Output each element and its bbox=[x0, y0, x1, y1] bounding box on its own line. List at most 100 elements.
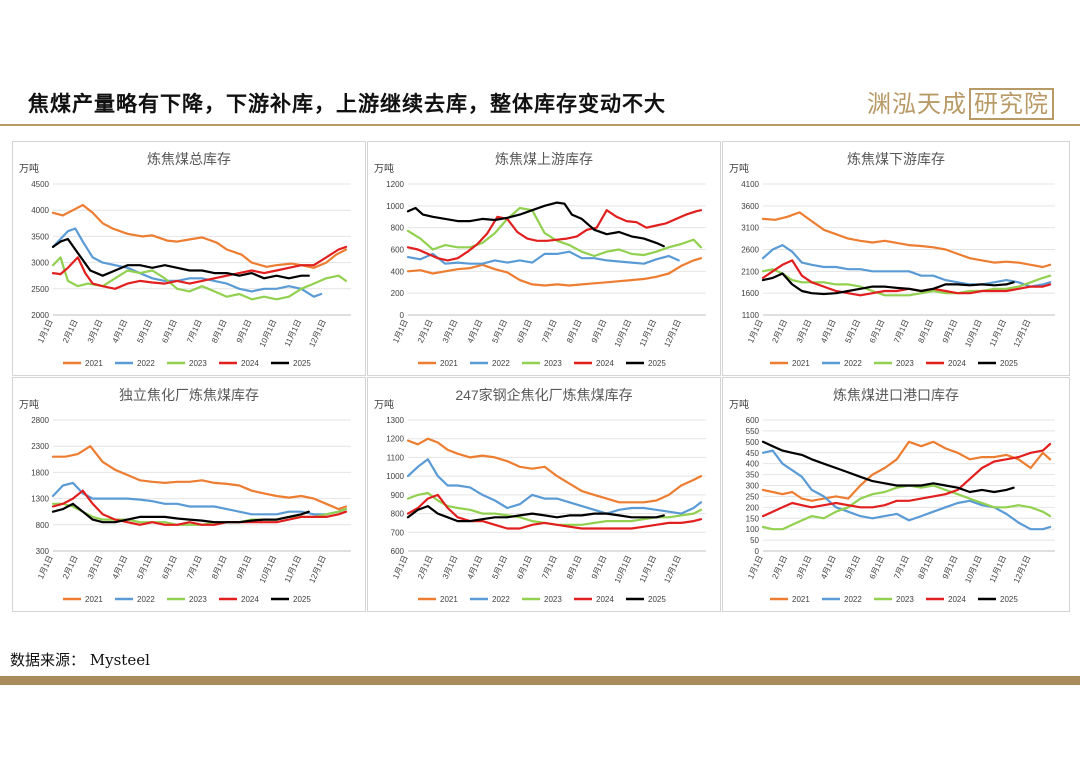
legend-label: 2023 bbox=[896, 595, 914, 604]
x-tick-label: 10月1日 bbox=[613, 318, 634, 348]
y-tick-label: 300 bbox=[746, 482, 760, 491]
y-tick-label: 550 bbox=[746, 427, 760, 436]
x-tick-label: 3月1日 bbox=[86, 318, 105, 344]
x-tick-label: 11月1日 bbox=[638, 318, 658, 348]
legend-label: 2021 bbox=[85, 359, 103, 368]
y-axis-unit: 万吨 bbox=[729, 162, 749, 175]
x-tick-label: 4月1日 bbox=[111, 554, 130, 580]
y-tick-label: 250 bbox=[746, 492, 760, 501]
series-line-2022 bbox=[761, 449, 1052, 531]
x-tick-label: 7月1日 bbox=[892, 318, 911, 344]
series-line-2025 bbox=[761, 272, 1015, 296]
x-tick-label: 9月1日 bbox=[235, 318, 254, 344]
legend-label: 2025 bbox=[293, 359, 311, 368]
y-tick-label: 1100 bbox=[387, 453, 405, 462]
x-tick-label: 9月1日 bbox=[590, 318, 609, 344]
x-tick-label: 10月1日 bbox=[963, 554, 984, 584]
chart-panel-5: 247家钢企焦化厂炼焦煤库存 万吨 600 700 800 900 1000 1100 1200… bbox=[367, 377, 721, 612]
series-line-2025 bbox=[406, 201, 665, 248]
legend-label: 2022 bbox=[137, 359, 155, 368]
x-tick-label: 5月1日 bbox=[490, 318, 509, 344]
y-tick-label: 4500 bbox=[31, 180, 49, 189]
legend-label: 2025 bbox=[1000, 595, 1018, 604]
x-tick-label: 12月1日 bbox=[1012, 318, 1033, 348]
y-axis-unit: 万吨 bbox=[19, 398, 39, 411]
x-tick-label: 5月1日 bbox=[843, 554, 862, 580]
chart-panel-2: 炼焦煤上游库存 万吨 0 200 400 600 800 1000 1200 1月1日 2月1日 3月… bbox=[367, 141, 721, 376]
y-tick-label: 400 bbox=[746, 460, 760, 469]
y-tick-label: 400 bbox=[391, 267, 405, 276]
x-tick-label: 5月1日 bbox=[490, 554, 509, 580]
legend-label: 2021 bbox=[792, 359, 810, 368]
y-tick-label: 450 bbox=[746, 449, 760, 458]
legend-label: 2021 bbox=[440, 359, 458, 368]
series-line-2023 bbox=[761, 484, 1052, 531]
y-tick-label: 0 bbox=[755, 547, 760, 556]
x-tick-label: 11月1日 bbox=[638, 554, 658, 584]
legend-label: 2024 bbox=[948, 359, 966, 368]
x-tick-label: 2月1日 bbox=[61, 318, 80, 344]
y-tick-label: 4100 bbox=[741, 180, 759, 189]
x-tick-label: 1月1日 bbox=[391, 554, 410, 580]
x-tick-label: 12月1日 bbox=[662, 554, 683, 584]
series-line-2024 bbox=[406, 493, 703, 530]
x-tick-label: 3月1日 bbox=[441, 318, 460, 344]
x-tick-label: 2月1日 bbox=[770, 554, 789, 580]
y-tick-label: 1300 bbox=[31, 495, 49, 504]
x-tick-label: 3月1日 bbox=[795, 554, 814, 580]
legend-label: 2024 bbox=[241, 359, 259, 368]
x-tick-label: 4月1日 bbox=[466, 318, 485, 344]
chart-title: 独立焦化厂炼焦煤库存 bbox=[119, 387, 259, 403]
chart-panel-1: 炼焦煤总库存 万吨 2000 2500 3000 3500 4000 4500 1月1日 2月1日… bbox=[12, 141, 366, 376]
series-line-2024 bbox=[761, 442, 1052, 518]
series-line-2025 bbox=[761, 440, 1015, 494]
page-title: 焦煤产量略有下降，下游补库，上游继续去库，整体库存变动不大 bbox=[28, 91, 666, 116]
y-tick-label: 200 bbox=[391, 289, 405, 298]
series-line-2021 bbox=[51, 445, 348, 511]
y-tick-label: 0 bbox=[400, 311, 405, 320]
series-line-2021 bbox=[406, 257, 703, 287]
y-tick-label: 2000 bbox=[31, 311, 49, 320]
x-tick-label: 7月1日 bbox=[540, 318, 559, 344]
y-tick-label: 3000 bbox=[31, 259, 49, 268]
x-tick-label: 11月1日 bbox=[283, 318, 303, 348]
y-tick-label: 800 bbox=[391, 224, 405, 233]
series-line-2023 bbox=[761, 268, 1052, 297]
legend-label: 2024 bbox=[948, 595, 966, 604]
chart-title: 炼焦煤下游库存 bbox=[847, 151, 945, 167]
x-tick-label: 1月1日 bbox=[36, 318, 55, 344]
x-tick-label: 8月1日 bbox=[210, 554, 229, 580]
y-tick-label: 1800 bbox=[31, 468, 49, 477]
x-tick-label: 12月1日 bbox=[307, 318, 328, 348]
x-tick-label: 10月1日 bbox=[613, 554, 634, 584]
legend-label: 2023 bbox=[896, 359, 914, 368]
x-tick-label: 3月1日 bbox=[86, 554, 105, 580]
x-tick-label: 12月1日 bbox=[662, 318, 683, 348]
series-line-2024 bbox=[406, 209, 703, 262]
y-tick-label: 800 bbox=[36, 521, 50, 530]
x-tick-label: 7月1日 bbox=[540, 554, 559, 580]
x-tick-label: 8月1日 bbox=[565, 318, 584, 344]
x-tick-label: 5月1日 bbox=[843, 318, 862, 344]
x-tick-label: 3月1日 bbox=[441, 554, 460, 580]
y-axis-unit: 万吨 bbox=[374, 162, 394, 175]
x-tick-label: 2月1日 bbox=[416, 554, 435, 580]
legend-label: 2025 bbox=[1000, 359, 1018, 368]
legend-label: 2022 bbox=[844, 595, 862, 604]
legend-label: 2022 bbox=[844, 359, 862, 368]
x-tick-label: 8月1日 bbox=[565, 554, 584, 580]
y-tick-label: 2500 bbox=[31, 285, 49, 294]
y-tick-label: 1100 bbox=[742, 311, 760, 320]
x-tick-label: 2月1日 bbox=[61, 554, 80, 580]
legend-label: 2022 bbox=[492, 595, 510, 604]
y-tick-label: 3500 bbox=[31, 232, 49, 241]
y-tick-label: 3100 bbox=[741, 224, 759, 233]
legend-label: 2021 bbox=[440, 595, 458, 604]
legend-label: 2023 bbox=[189, 595, 207, 604]
x-tick-label: 12月1日 bbox=[1012, 554, 1033, 584]
data-source: 数据来源： Mysteel bbox=[10, 651, 150, 669]
x-tick-label: 2月1日 bbox=[416, 318, 435, 344]
y-tick-label: 3600 bbox=[741, 202, 759, 211]
